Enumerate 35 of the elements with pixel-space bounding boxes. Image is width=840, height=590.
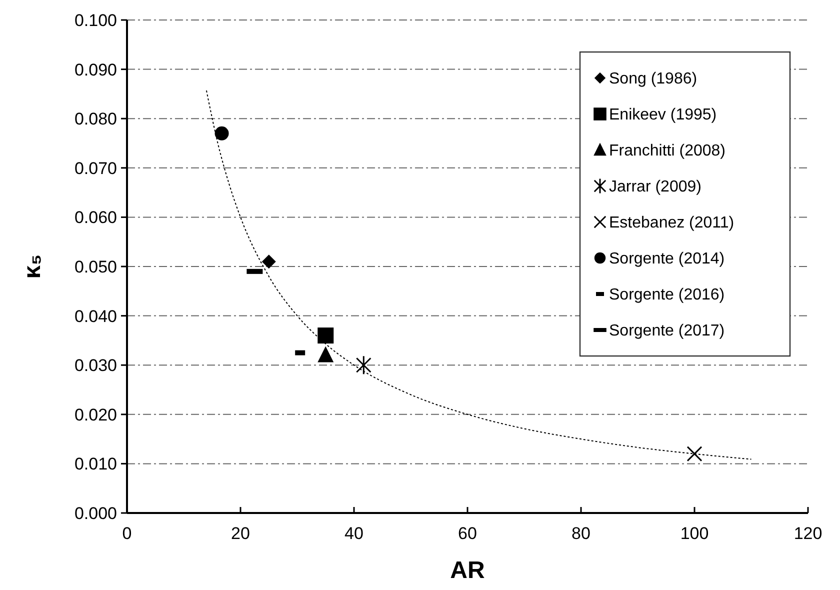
legend-label: Jarrar (2009) xyxy=(609,178,702,196)
y-tick-label: 0.080 xyxy=(74,110,117,129)
x-axis-title: AR xyxy=(450,557,485,584)
x-tick-label: 120 xyxy=(794,524,822,543)
legend-label: Franchitti (2008) xyxy=(609,142,726,160)
y-tick-label: 0.010 xyxy=(74,454,117,474)
x-tick-label: 20 xyxy=(231,524,250,543)
legend-label: Sorgente (2017) xyxy=(609,322,725,340)
y-tick-label: 0.000 xyxy=(74,504,117,523)
line-series xyxy=(206,90,752,460)
point xyxy=(686,446,702,462)
x-tick-label: 100 xyxy=(680,524,709,543)
x-tick-label: 60 xyxy=(458,524,477,543)
y-tick-label: 0.030 xyxy=(74,356,117,376)
x-tick-label: 40 xyxy=(344,524,364,543)
point xyxy=(318,328,334,344)
x-tick-label: 80 xyxy=(572,524,590,543)
point xyxy=(318,346,334,362)
y-axis-title: κ₅ xyxy=(19,254,46,279)
y-tick-label: 0.090 xyxy=(74,60,117,80)
point xyxy=(262,254,276,269)
point xyxy=(356,355,372,375)
legend-label: Sorgente (2016) xyxy=(609,286,725,304)
y-tick-label: 0.060 xyxy=(74,208,117,228)
y-tick-label: 0.070 xyxy=(74,158,117,178)
x-tick-label: 0 xyxy=(122,524,132,543)
legend-label: Enikeev (1995) xyxy=(609,106,717,124)
legend-label: Song (1986) xyxy=(609,70,698,88)
legend-label: Estebanez (2011) xyxy=(609,214,734,232)
legend-label: Sorgente (2014) xyxy=(609,250,725,268)
y-tick-label: 0.050 xyxy=(74,257,117,276)
y-tick-label: 0.100 xyxy=(74,10,117,30)
y-tick-label: 0.020 xyxy=(74,405,117,424)
y-tick-label: 0.040 xyxy=(74,306,117,326)
point xyxy=(214,126,229,140)
